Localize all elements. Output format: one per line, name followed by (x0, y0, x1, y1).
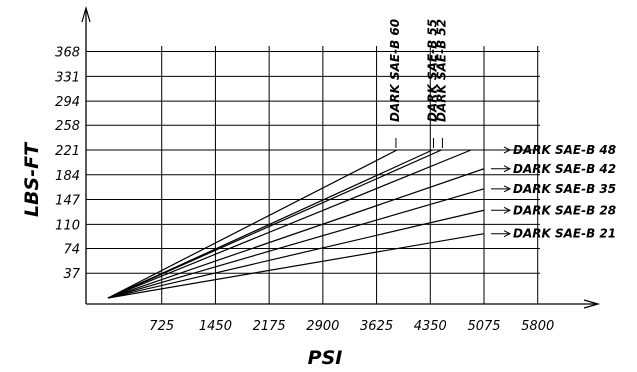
series-label: DARK SAE-B 52 (434, 19, 448, 122)
y-tick-label: 110 (55, 218, 80, 233)
x-tick-label: 2175 (253, 319, 286, 334)
y-tick-label: 294 (55, 95, 80, 110)
series-line (107, 149, 472, 299)
series-label: DARK SAE-B 55 (426, 19, 440, 122)
series-lines (107, 149, 485, 299)
series-line (107, 149, 398, 299)
series-line (107, 209, 485, 299)
x-tick-label: 2900 (306, 319, 339, 334)
x-tick-label: 725 (149, 319, 174, 334)
arrow-right-icon (503, 185, 512, 193)
arrow-right-icon (503, 206, 512, 214)
y-axis-arrow-icon (81, 5, 91, 23)
x-tick-label: 5800 (521, 319, 554, 334)
series-label: DARK SAE-B 28 (513, 203, 616, 217)
arrow-right-icon (503, 146, 512, 154)
x-axis-title: PSI (308, 347, 343, 369)
y-axis-title: LBS-FT (21, 141, 43, 217)
y-tick-label: 37 (63, 267, 80, 282)
x-axis-arrow-icon (583, 299, 601, 309)
x-tick-label: 5075 (467, 319, 500, 334)
series-line (107, 168, 485, 299)
arrow-right-icon (503, 230, 512, 238)
x-tick-label: 3625 (360, 319, 393, 334)
series-label: DARK SAE-B 21 (513, 227, 616, 241)
y-tick-label: 368 (55, 46, 80, 61)
axes (81, 5, 601, 309)
x-tick-label: 1450 (199, 319, 232, 334)
y-tick-label: 331 (55, 70, 80, 85)
y-tick-label: 258 (55, 119, 80, 134)
series-line (107, 188, 485, 299)
series-label: DARK SAE-B 48 (513, 143, 616, 157)
series-label: DARK SAE-B 42 (513, 162, 616, 176)
y-tick-label: 147 (55, 194, 81, 209)
series-line (107, 233, 485, 299)
tick-labels: 725 1450 2175 2900 3625 4350 5075 5800 37 74 110 14… (55, 46, 554, 334)
y-tick-label: 74 (63, 242, 80, 257)
arrow-right-icon (503, 165, 512, 173)
grid (86, 46, 540, 305)
x-tick-label: 4350 (414, 319, 447, 334)
y-tick-label: 184 (55, 169, 80, 184)
series-label: DARK SAE-B 60 (388, 19, 402, 122)
series-label: DARK SAE-B 35 (513, 182, 616, 196)
series-line (107, 149, 433, 299)
series-line (107, 149, 442, 299)
y-tick-label: 221 (55, 144, 80, 159)
